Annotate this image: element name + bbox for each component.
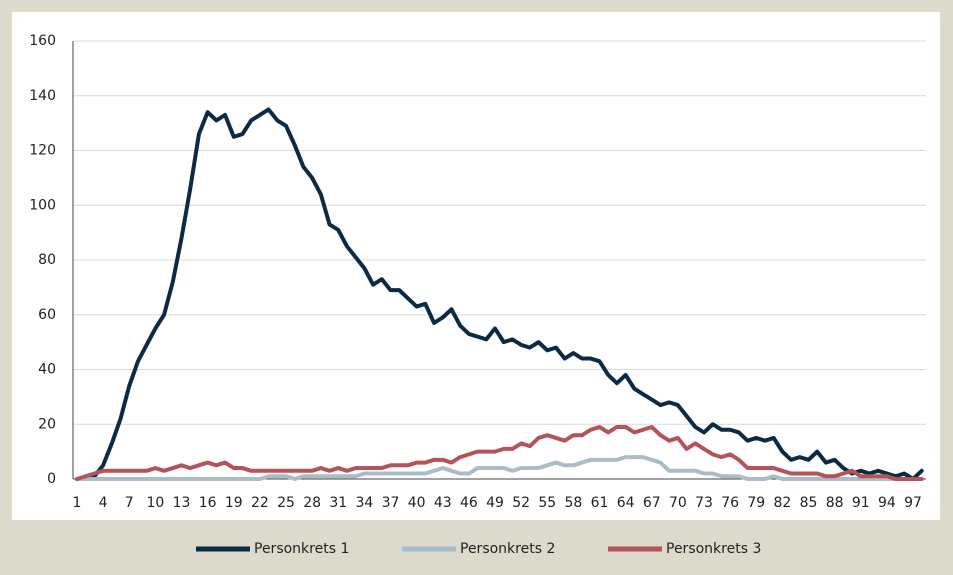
y-tick-label: 100 [29,197,56,213]
y-tick-label: 120 [29,143,56,159]
y-tick-label: 0 [47,471,56,487]
x-tick-label: 37 [382,495,400,511]
x-tick-label: 7 [125,495,134,511]
series-line [75,107,924,481]
x-tick-label: 22 [251,495,269,511]
y-tick-label: 80 [38,252,56,268]
x-tick-label: 70 [669,495,687,511]
x-tick-label: 34 [355,495,373,511]
legend-label: Personkrets 2 [460,541,555,557]
x-tick-label: 52 [512,495,530,511]
legend-label: Personkrets 3 [666,541,761,557]
y-tick-label: 160 [29,33,56,49]
x-tick-label: 61 [591,495,609,511]
legend-label: Personkrets 1 [254,541,349,557]
x-tick-label: 64 [617,495,635,511]
x-tick-label: 10 [146,495,164,511]
x-tick-label: 97 [904,495,922,511]
x-tick-label: 76 [721,495,739,511]
x-tick-label: 79 [747,495,765,511]
x-tick-label: 31 [329,495,347,511]
x-tick-label: 40 [408,495,426,511]
x-tick-label: 25 [277,495,295,511]
x-tick-label: 91 [852,495,870,511]
x-tick-label: 94 [878,495,896,511]
x-tick-label: 4 [99,495,108,511]
x-tick-label: 43 [434,495,452,511]
x-tick-label: 13 [173,495,191,511]
series-line [75,455,924,481]
y-tick-label: 40 [38,362,56,378]
y-tick-label: 60 [38,307,56,323]
x-tick-label: 19 [225,495,243,511]
y-tick-label: 140 [29,88,56,104]
x-tick-label: 1 [73,495,82,511]
x-tick-label: 73 [695,495,713,511]
x-tick-label: 16 [199,495,217,511]
x-tick-label: 82 [773,495,791,511]
x-tick-label: 85 [800,495,818,511]
x-tick-label: 28 [303,495,321,511]
x-tick-label: 67 [643,495,661,511]
x-tick-label: 58 [564,495,582,511]
plot-background [12,12,940,520]
x-tick-label: 55 [538,495,556,511]
x-tick-label: 46 [460,495,478,511]
y-tick-label: 20 [38,416,56,432]
series-line [75,424,924,481]
x-tick-label: 88 [826,495,844,511]
x-tick-label: 49 [486,495,504,511]
